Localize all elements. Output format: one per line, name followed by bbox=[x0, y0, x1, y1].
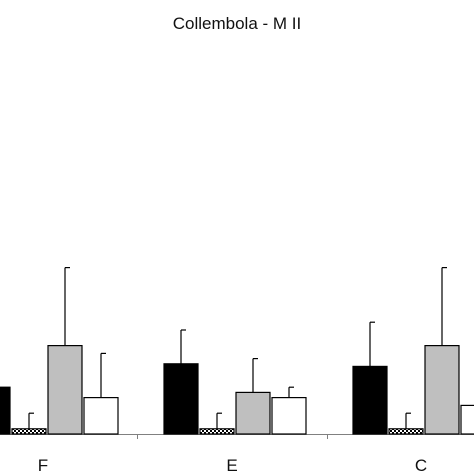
bar-F-0 bbox=[0, 386, 11, 435]
bar-E-3 bbox=[271, 397, 307, 435]
bars bbox=[0, 267, 474, 435]
bar-E-0 bbox=[163, 363, 199, 435]
x-axis bbox=[0, 434, 474, 439]
bar-E-1 bbox=[199, 428, 235, 435]
bar-F-2 bbox=[47, 345, 83, 435]
bar-C-2 bbox=[424, 345, 460, 435]
category-label-E: E bbox=[226, 456, 237, 474]
bar-C-1 bbox=[388, 428, 424, 435]
bar-F-1 bbox=[11, 428, 47, 435]
category-label-F: F bbox=[38, 456, 48, 474]
bar-C-3 bbox=[460, 404, 474, 435]
chart-title: Collembola - M II bbox=[172, 14, 302, 33]
bar-F-3 bbox=[83, 397, 119, 435]
category-label-C: C bbox=[415, 456, 427, 474]
bar-C-0 bbox=[352, 365, 388, 435]
bar-E-2 bbox=[235, 391, 271, 435]
